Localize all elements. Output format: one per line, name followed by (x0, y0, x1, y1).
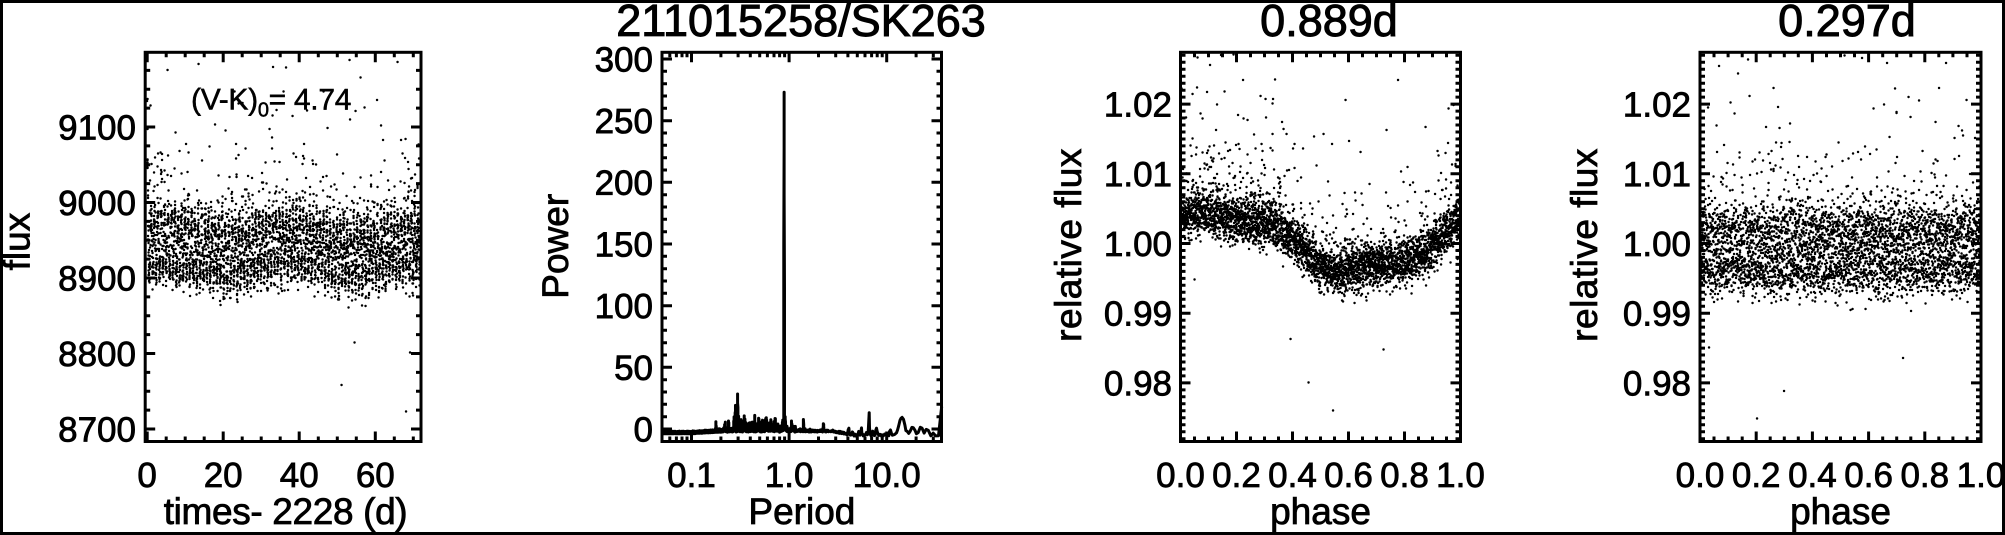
svg-text:0.98: 0.98 (1104, 364, 1172, 403)
svg-text:211015258/SK263: 211015258/SK263 (616, 0, 986, 46)
svg-text:0.99: 0.99 (1623, 295, 1691, 334)
svg-text:1.02: 1.02 (1623, 86, 1691, 125)
svg-text:200: 200 (595, 164, 653, 203)
svg-text:0.1: 0.1 (667, 456, 716, 495)
svg-text:0.4: 0.4 (1788, 456, 1837, 495)
svg-text:0.8: 0.8 (1380, 456, 1429, 495)
svg-text:phase: phase (1270, 491, 1371, 532)
svg-text:(V-K)0= 4.74: (V-K)0= 4.74 (191, 84, 351, 122)
svg-text:1.00: 1.00 (1104, 225, 1172, 264)
svg-text:8800: 8800 (58, 335, 136, 374)
svg-text:Period: Period (748, 491, 855, 532)
svg-text:0.8: 0.8 (1900, 456, 1949, 495)
svg-text:1.0: 1.0 (1436, 456, 1485, 495)
svg-text:0.889d: 0.889d (1260, 0, 1398, 46)
svg-text:0.98: 0.98 (1623, 364, 1691, 403)
svg-text:0.2: 0.2 (1212, 456, 1261, 495)
svg-text:9000: 9000 (58, 184, 136, 223)
svg-text:relative flux: relative flux (1048, 148, 1089, 342)
svg-text:1.0: 1.0 (1957, 456, 2005, 495)
svg-text:0.297d: 0.297d (1778, 0, 1916, 46)
svg-text:0.0: 0.0 (1156, 456, 1205, 495)
svg-text:0.4: 0.4 (1268, 456, 1317, 495)
svg-text:1.01: 1.01 (1104, 155, 1172, 194)
svg-text:9100: 9100 (58, 108, 136, 147)
svg-text:100: 100 (595, 287, 653, 326)
svg-text:8900: 8900 (58, 259, 136, 298)
svg-text:0.2: 0.2 (1732, 456, 1781, 495)
svg-text:50: 50 (614, 349, 653, 388)
svg-text:60: 60 (356, 456, 395, 495)
svg-text:times- 2228 (d): times- 2228 (d) (164, 491, 408, 532)
svg-text:phase: phase (1790, 491, 1891, 532)
svg-text:1.01: 1.01 (1623, 155, 1691, 194)
svg-text:20: 20 (204, 456, 243, 495)
svg-text:0: 0 (137, 456, 156, 495)
svg-text:40: 40 (280, 456, 319, 495)
svg-text:0.99: 0.99 (1104, 295, 1172, 334)
svg-text:250: 250 (595, 102, 653, 141)
svg-text:0: 0 (634, 410, 653, 449)
svg-text:Power: Power (535, 194, 576, 299)
svg-text:1.00: 1.00 (1623, 225, 1691, 264)
svg-text:0.6: 0.6 (1324, 456, 1373, 495)
svg-text:300: 300 (595, 40, 653, 79)
svg-text:8700: 8700 (58, 410, 136, 449)
svg-text:relative flux: relative flux (1564, 148, 1605, 342)
svg-text:10.0: 10.0 (853, 456, 921, 495)
svg-text:0.6: 0.6 (1844, 456, 1893, 495)
svg-text:150: 150 (595, 225, 653, 264)
svg-text:flux: flux (0, 212, 38, 270)
svg-text:1.02: 1.02 (1104, 86, 1172, 125)
svg-text:0.0: 0.0 (1676, 456, 1725, 495)
svg-text:1.0: 1.0 (765, 456, 814, 495)
